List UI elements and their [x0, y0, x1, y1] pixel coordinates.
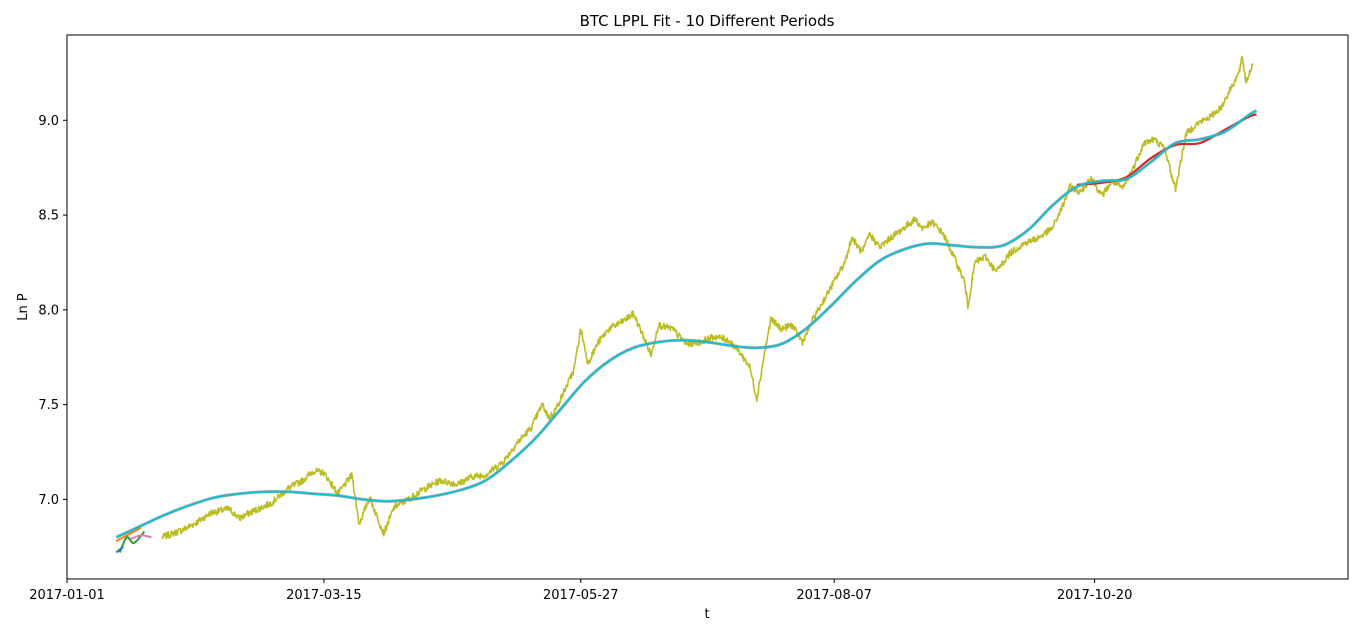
- early-fit-line-3: [129, 534, 152, 541]
- ticks-layer: 7.0 7.5 8.0 8.5 9.0 2017-01-01 2017-03-15 2017-…: [29, 114, 1132, 603]
- fit-shadow-line: [115, 109, 1258, 539]
- plot-frame: [66, 34, 1349, 580]
- price-line: [161, 56, 1254, 540]
- y-tick-label: 7.5: [38, 398, 59, 413]
- x-tick-label: 2017-08-07: [796, 588, 872, 603]
- y-tick-label: 9.0: [38, 114, 59, 129]
- early-fit-line-1: [115, 526, 142, 542]
- early-fit-line-2: [118, 530, 146, 553]
- y-tick-label: 7.0: [38, 493, 59, 508]
- x-tick-label: 2017-10-20: [1057, 588, 1133, 603]
- x-tick-label: 2017-05-27: [543, 588, 619, 603]
- x-tick-label: 2017-03-15: [286, 588, 362, 603]
- y-tick-label: 8.0: [38, 303, 59, 318]
- x-tick-label: 2017-01-01: [29, 588, 105, 603]
- y-axis-label: Ln P: [16, 293, 31, 321]
- fit-line: [115, 109, 1258, 539]
- chart-title: BTC LPPL Fit - 10 Different Periods: [580, 12, 835, 30]
- y-tick-label: 8.5: [38, 209, 59, 224]
- early-fit-line-4: [115, 546, 124, 554]
- series-layer: [115, 56, 1258, 554]
- x-axis-label: t: [704, 607, 709, 622]
